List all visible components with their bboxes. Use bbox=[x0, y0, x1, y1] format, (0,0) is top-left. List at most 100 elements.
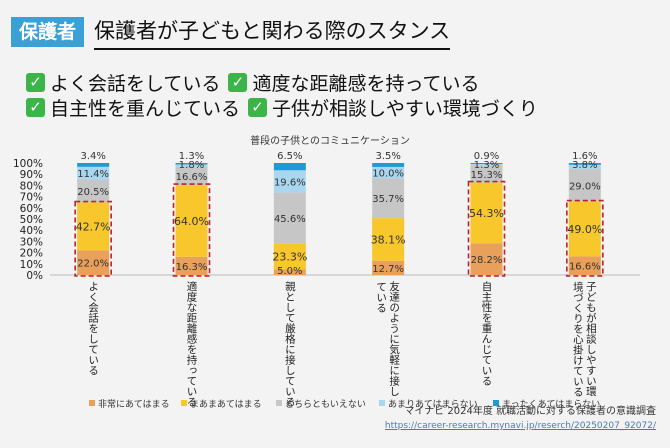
data-label: 20.5% bbox=[77, 187, 109, 198]
data-label: 0.9% bbox=[474, 151, 499, 162]
highlight-box bbox=[172, 183, 211, 277]
y-tick-label: 70% bbox=[20, 192, 43, 204]
bar-segment bbox=[470, 163, 503, 165]
y-tick-label: 80% bbox=[20, 180, 43, 192]
data-label: 35.7% bbox=[372, 194, 404, 205]
bar-segment bbox=[273, 163, 306, 171]
y-tick-label: 40% bbox=[20, 225, 43, 237]
bar-segment bbox=[372, 178, 405, 219]
bar-segment bbox=[372, 218, 405, 261]
bar-segment bbox=[77, 179, 110, 203]
legend-label: 非常にあてはまる bbox=[98, 398, 170, 410]
data-label: 54.3% bbox=[469, 207, 504, 220]
source-text: マイナビ 2024年度 就職活動に対する保護者の意識調査 bbox=[404, 406, 656, 417]
legend-swatch bbox=[89, 400, 95, 406]
data-label: 28.2% bbox=[471, 255, 503, 266]
legend-label: あまりあてはまらない bbox=[388, 399, 478, 410]
bar-segment bbox=[568, 163, 601, 165]
key-point-text: 自主性を重んじている bbox=[50, 98, 241, 120]
legend-label: まあまあてはまる bbox=[190, 399, 262, 410]
category-label-line: ている bbox=[375, 281, 387, 313]
category-label: 親として厳格に接している bbox=[284, 280, 296, 407]
key-point-text: 子供が相談しやすい環境づくり bbox=[272, 98, 538, 120]
bar-segment bbox=[470, 182, 503, 244]
bar-segment bbox=[175, 163, 208, 165]
y-tick-label: 100% bbox=[13, 158, 43, 170]
data-label: 49.0% bbox=[567, 223, 602, 236]
bar-segment bbox=[470, 164, 503, 166]
highlight-box bbox=[467, 180, 506, 277]
check-icon: ✓ bbox=[248, 98, 268, 117]
category-label: 適度な距離感を持っている bbox=[186, 280, 198, 407]
key-point: ✓ 自主性を重んじている bbox=[26, 94, 240, 121]
y-tick-label: 60% bbox=[20, 203, 43, 215]
y-tick-label: 50% bbox=[20, 214, 43, 226]
data-label: 12.7% bbox=[372, 264, 404, 275]
key-points-row-1: ✓ よく会話をしている ✓ 適度な距離感を持っている bbox=[26, 70, 546, 95]
bar-segment bbox=[175, 166, 208, 186]
data-label: 6.5% bbox=[277, 151, 302, 162]
bar-segment bbox=[470, 243, 503, 275]
y-tick-label: 90% bbox=[20, 169, 43, 181]
data-label: 1.6% bbox=[572, 151, 597, 162]
category-label-line: 境づくりを心掛けている bbox=[572, 280, 584, 396]
check-icon: ✓ bbox=[26, 73, 45, 92]
bar-segment bbox=[568, 164, 601, 170]
y-tick-label: 20% bbox=[20, 248, 43, 260]
page-title: 保護者が子どもと関わる際のスタンス bbox=[94, 15, 451, 50]
key-point-text: 適度な距離感を持っている bbox=[252, 73, 480, 95]
data-label: 5.0% bbox=[277, 266, 302, 277]
data-label: 11.4% bbox=[77, 169, 109, 180]
section-tag: 保護者 bbox=[11, 17, 84, 47]
check-icon: ✓ bbox=[26, 98, 45, 117]
bar-segment bbox=[273, 170, 306, 193]
y-tick-label: 0% bbox=[26, 270, 43, 282]
legend-label: まったくあてはまらない bbox=[502, 399, 600, 410]
key-point: ✓ 適度な距離感を持っている bbox=[228, 69, 480, 96]
data-label: 3.5% bbox=[375, 151, 400, 162]
bar-segment bbox=[175, 185, 208, 257]
bar-segment bbox=[372, 260, 405, 275]
y-tick-label: 10% bbox=[20, 259, 43, 271]
source-link[interactable]: https://career-research.mynavi.jp/reserc… bbox=[384, 421, 656, 431]
bar-segment bbox=[77, 163, 110, 167]
legend-swatch bbox=[379, 400, 385, 406]
data-label: 23.3% bbox=[272, 250, 307, 263]
bar-segment bbox=[568, 169, 601, 202]
bar-segment bbox=[372, 166, 405, 179]
key-point: ✓ 子供が相談しやすい環境づくり bbox=[248, 94, 538, 121]
category-label: よく会話をしている bbox=[87, 281, 99, 376]
data-label: 10.0% bbox=[372, 169, 404, 180]
bar-segment bbox=[77, 166, 110, 180]
legend-swatch bbox=[493, 400, 499, 406]
chart-title: 普段の子供とのコミュニケーション bbox=[250, 134, 410, 147]
bar-segment bbox=[568, 201, 601, 257]
category-label-line: 子どもが相談しやすい環 bbox=[585, 281, 597, 397]
category-label: 友達のように気軽に接している bbox=[375, 280, 400, 396]
data-label: 16.3% bbox=[176, 262, 208, 273]
data-label: 45.6% bbox=[274, 214, 306, 225]
data-label: 19.6% bbox=[274, 177, 306, 188]
data-label: 64.0% bbox=[174, 215, 209, 228]
data-label: 38.1% bbox=[371, 233, 406, 246]
data-label: 3.8% bbox=[572, 160, 597, 171]
key-point: ✓ よく会話をしている bbox=[26, 69, 220, 96]
data-label: 29.0% bbox=[569, 181, 601, 192]
check-icon: ✓ bbox=[228, 73, 248, 92]
data-label: 3.4% bbox=[80, 151, 105, 162]
stacked-bar-chart: 普段の子供とのコミュニケーション 0%10%20%30%40%50%60%70%8… bbox=[13, 134, 640, 410]
legend-swatch bbox=[181, 400, 187, 406]
data-label: 1.3% bbox=[179, 151, 204, 162]
bar-segment bbox=[372, 163, 405, 167]
bar-segment bbox=[77, 202, 110, 251]
data-label: 42.7% bbox=[76, 220, 111, 233]
source-note: マイナビ 2024年度 就職活動に対する保護者の意識調査 https://car… bbox=[385, 405, 656, 433]
bar-segment bbox=[273, 192, 306, 244]
bar-segment bbox=[470, 165, 503, 183]
legend-swatch bbox=[276, 400, 282, 406]
data-label: 15.3% bbox=[471, 170, 503, 181]
y-tick-label: 30% bbox=[20, 236, 43, 248]
data-label: 1.8% bbox=[179, 160, 204, 171]
bar-segment bbox=[273, 243, 306, 270]
